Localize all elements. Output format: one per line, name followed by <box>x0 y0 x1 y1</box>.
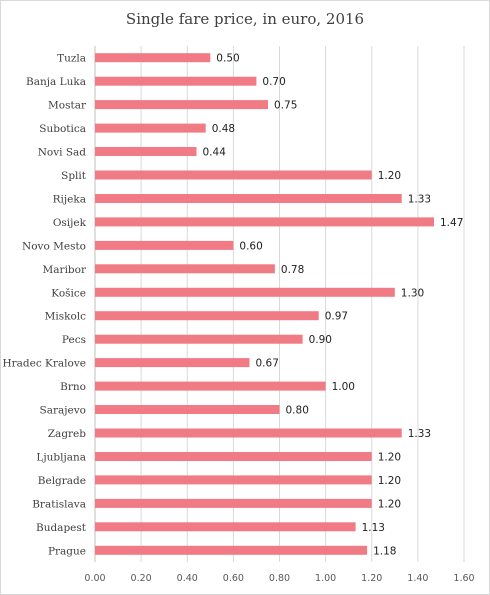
category-label: Zagreb <box>48 428 87 440</box>
data-label: 0.78 <box>281 264 304 276</box>
bar <box>95 240 234 250</box>
bar <box>95 123 206 133</box>
bar <box>95 170 372 180</box>
category-label: Bratislava <box>32 498 86 510</box>
category-label: Belgrade <box>38 475 86 487</box>
category-label: Tuzla <box>57 53 86 65</box>
bar <box>95 428 402 438</box>
category-label: Osijek <box>53 217 87 229</box>
bar <box>95 311 319 321</box>
bar <box>95 264 275 274</box>
bar <box>95 405 280 414</box>
x-tick-label: 1.00 <box>315 573 336 584</box>
data-label: 0.80 <box>286 405 309 417</box>
category-label: Subotica <box>39 123 86 135</box>
bar <box>95 545 368 555</box>
chart-title: Single fare price, in euro, 2016 <box>125 10 365 28</box>
data-label: 0.60 <box>239 240 262 252</box>
data-label: 1.33 <box>408 194 431 206</box>
bar <box>95 475 372 485</box>
category-label: Hradec Kralove <box>2 358 86 370</box>
x-tick-label: 1.20 <box>361 573 382 584</box>
category-label: Rijeka <box>53 194 86 206</box>
bar <box>95 381 326 391</box>
data-label: 0.48 <box>212 123 235 135</box>
category-label: Novi Sad <box>38 147 87 159</box>
bar <box>95 287 395 297</box>
bar <box>95 100 268 110</box>
x-tick-label: 0.40 <box>177 573 198 584</box>
category-label: Mostar <box>48 100 87 112</box>
category-label: Sarajevo <box>40 405 86 417</box>
data-label: 0.50 <box>216 53 239 65</box>
data-label: 0.97 <box>325 311 348 323</box>
bar <box>95 53 211 63</box>
x-tick-label: 1.60 <box>453 573 474 584</box>
bar <box>95 358 250 368</box>
category-label: Ljubljana <box>36 452 86 464</box>
data-label: 1.30 <box>401 287 424 299</box>
data-label: 1.13 <box>362 522 385 534</box>
category-label: Brno <box>60 381 86 393</box>
x-tick-label: 1.40 <box>407 573 428 584</box>
bar <box>95 76 257 86</box>
bar <box>95 217 434 227</box>
data-label: 1.20 <box>378 475 401 487</box>
x-tick-label: 0.60 <box>223 573 244 584</box>
data-label: 1.20 <box>378 498 401 510</box>
data-label: 1.47 <box>440 217 463 229</box>
category-label: Novo Mesto <box>22 240 86 252</box>
data-label: 1.20 <box>378 170 401 182</box>
x-tick-label: 0.80 <box>269 573 290 584</box>
category-label: Miskolc <box>45 311 87 323</box>
data-label: 1.33 <box>408 428 431 440</box>
data-label: 0.70 <box>262 76 285 88</box>
bar <box>95 147 197 156</box>
x-tick-label: 0.20 <box>131 573 152 584</box>
data-label: 0.75 <box>274 100 297 112</box>
x-tick-label: 0.00 <box>84 573 105 584</box>
data-label: 1.18 <box>373 545 396 557</box>
category-label: Košice <box>51 287 86 299</box>
category-label: Maribor <box>43 264 87 276</box>
category-label: Pecs <box>62 334 86 346</box>
category-label: Split <box>61 170 87 182</box>
category-label: Prague <box>48 545 86 557</box>
category-label: Banja Luka <box>26 76 86 88</box>
bar <box>95 498 372 508</box>
category-label: Budapest <box>36 522 87 534</box>
bar <box>95 522 356 532</box>
data-label: 1.00 <box>332 381 355 393</box>
data-label: 0.44 <box>203 147 227 159</box>
data-label: 0.90 <box>309 334 332 346</box>
bar <box>95 334 303 344</box>
data-label: 1.20 <box>378 452 401 464</box>
bar <box>95 452 372 461</box>
bar <box>95 194 402 203</box>
data-label: 0.67 <box>256 358 279 370</box>
